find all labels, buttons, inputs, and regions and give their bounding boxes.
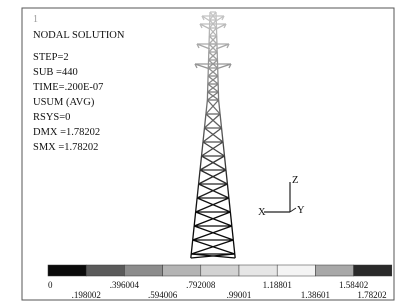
legend-label: 1.38601 [301, 290, 330, 300]
legend-band [48, 265, 86, 276]
info-line: TIME=.200E-07 [33, 82, 103, 93]
legend-band [277, 265, 315, 276]
legend-label: 0 [48, 280, 53, 290]
window-number: 1 [33, 14, 38, 25]
info-line: DMX =1.78202 [33, 127, 100, 138]
triad-y: Y [297, 205, 305, 216]
legend-label: .99001 [227, 290, 252, 300]
legend-band [315, 265, 353, 276]
info-line: NODAL SOLUTION [33, 30, 125, 41]
legend-label: .396004 [110, 280, 140, 290]
legend-label: .792008 [186, 280, 216, 290]
info-line: SMX =1.78202 [33, 142, 98, 153]
triad-z: Z [292, 175, 298, 186]
legend-band [124, 265, 162, 276]
legend-label: .198002 [72, 290, 101, 300]
legend-label: 1.18801 [263, 280, 292, 290]
legend-label: .594006 [148, 290, 178, 300]
legend-band [86, 265, 124, 276]
info-line: STEP=2 [33, 52, 69, 63]
legend-band [163, 265, 201, 276]
legend-band [201, 265, 239, 276]
info-line: RSYS=0 [33, 112, 70, 123]
triad-x: X [258, 207, 266, 218]
screenshot: 1 Z X Y NODAL SOLUTION STEP=2 SUB =440 TIME… [0, 0, 404, 306]
legend-band [239, 265, 277, 276]
info-line: SUB =440 [33, 67, 78, 78]
page: {"window_number": "1", "info": ["NODAL S… [0, 0, 404, 306]
info-line: USUM (AVG) [33, 97, 95, 108]
legend-label: 1.58402 [339, 280, 368, 290]
legend-band [354, 265, 392, 276]
legend-label: 1.78202 [357, 290, 386, 300]
